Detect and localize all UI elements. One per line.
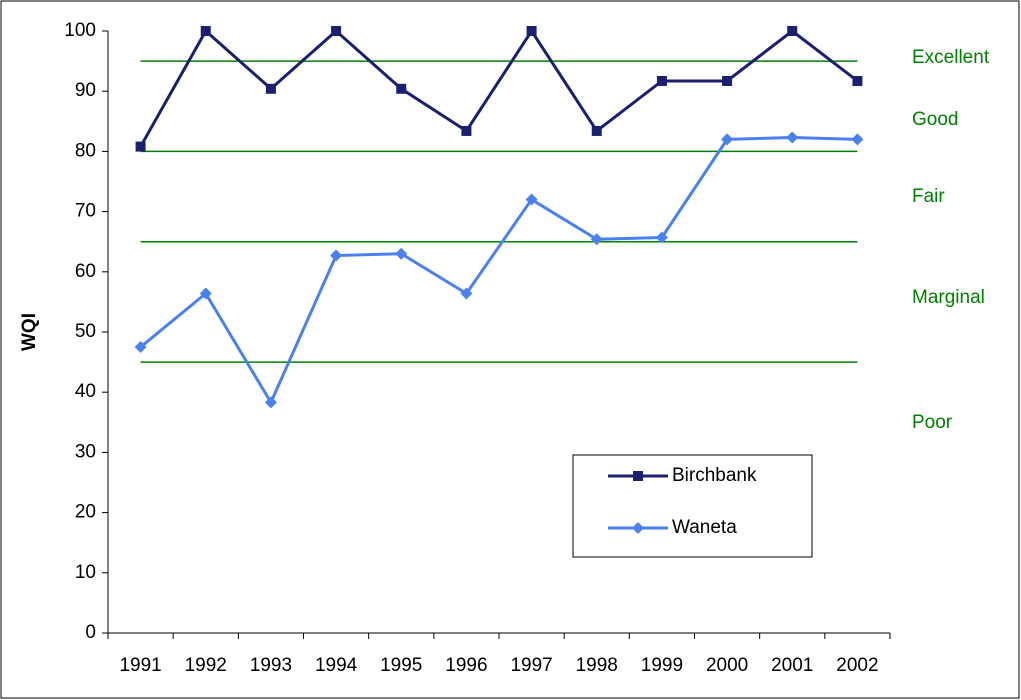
marker	[264, 396, 277, 409]
x-tick-label: 2001	[771, 655, 813, 676]
zone-label: Marginal	[912, 287, 985, 308]
marker	[134, 341, 147, 354]
marker	[852, 75, 863, 86]
marker	[590, 233, 603, 246]
marker	[265, 83, 276, 94]
legend-label: Waneta	[672, 517, 737, 538]
zone-label: Fair	[912, 186, 945, 207]
marker	[787, 26, 798, 36]
y-tick-label: 10	[75, 562, 96, 583]
legend	[572, 454, 813, 558]
y-tick-label: 90	[75, 80, 96, 101]
x-tick-label: 1995	[380, 655, 422, 676]
x-tick-label: 1996	[445, 655, 487, 676]
y-axis-label: WQI	[19, 313, 40, 351]
marker	[526, 26, 537, 36]
zone-label: Poor	[912, 412, 953, 433]
marker	[200, 26, 211, 36]
y-tick-label: 50	[75, 321, 96, 342]
legend-label: Birchbank	[672, 465, 757, 486]
x-tick-label: 1998	[576, 655, 618, 676]
marker	[722, 75, 733, 86]
y-tick-label: 100	[64, 20, 96, 41]
x-tick-label: 2002	[836, 655, 878, 676]
x-tick-label: 1993	[250, 655, 292, 676]
y-tick-label: 70	[75, 201, 96, 222]
y-tick-label: 30	[75, 441, 96, 462]
y-tick-label: 80	[75, 140, 96, 161]
y-tick-label: 60	[75, 261, 96, 282]
marker	[395, 247, 408, 260]
x-tick-label: 1999	[641, 655, 683, 676]
series-line	[139, 28, 859, 148]
marker	[199, 287, 212, 300]
y-tick-label: 40	[75, 381, 96, 402]
marker	[632, 522, 644, 534]
series-line	[139, 136, 858, 406]
marker	[721, 133, 734, 146]
marker	[461, 125, 472, 136]
marker	[396, 83, 407, 94]
marker	[633, 471, 643, 481]
x-tick-label: 1991	[119, 655, 161, 676]
x-tick-label: 2000	[706, 655, 748, 676]
marker	[655, 231, 668, 244]
x-tick-label: 1997	[510, 655, 552, 676]
marker	[591, 125, 602, 136]
marker	[851, 133, 864, 146]
x-tick-label: 1994	[315, 655, 358, 676]
marker	[331, 26, 342, 36]
marker	[656, 75, 667, 86]
marker	[460, 287, 473, 300]
x-tick-label: 1992	[185, 655, 227, 676]
marker	[330, 249, 343, 262]
marker	[135, 141, 146, 152]
zone-label: Good	[912, 109, 958, 130]
marker	[525, 193, 538, 206]
y-tick-label: 0	[85, 622, 96, 643]
y-tick-label: 20	[75, 502, 96, 523]
zone-label: Excellent	[912, 47, 990, 68]
marker	[786, 131, 799, 144]
